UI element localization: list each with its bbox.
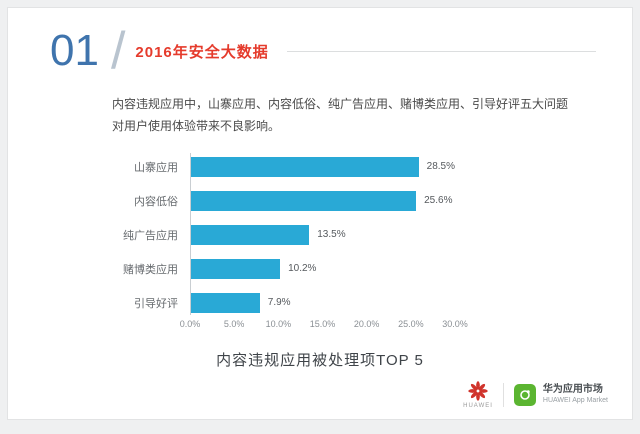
x-tick-label: 10.0%: [265, 318, 292, 329]
category-label: 内容低俗: [134, 195, 178, 208]
huawei-wordmark: HUAWEI: [463, 403, 493, 409]
section-number: 01: [50, 26, 99, 76]
header-rule: [286, 50, 596, 52]
header: 01 / 2016年安全大数据: [8, 8, 632, 80]
value-label: 10.2%: [288, 263, 317, 275]
x-axis: 0.0% 5.0% 10.0% 15.0% 20.0% 25.0% 30.0%: [180, 313, 468, 331]
description: 内容违规应用中，山寨应用、内容低俗、纯广告应用、赌博类应用、引导好评五大问题 对…: [112, 93, 602, 137]
bar-chart: 山寨应用 28.5% 内容低俗 25.6% 纯广告应用 13.5% 赌博类应用 10.2% 引导…: [98, 152, 632, 331]
description-line-1: 内容违规应用中，山寨应用、内容低俗、纯广告应用、赌博类应用、引导好评五大问题: [112, 96, 569, 111]
value-label: 13.5%: [317, 229, 346, 241]
slide-card: 01 / 2016年安全大数据 内容违规应用中，山寨应用、内容低俗、纯广告应用、…: [7, 7, 633, 420]
category-label: 山寨应用: [134, 161, 178, 174]
bar-track: 13.5%: [190, 224, 455, 245]
y-axis-line: [190, 152, 191, 315]
footer-brand: HUAWEI 华为应用市场 HUAWEI App Market: [463, 380, 608, 409]
huawei-flower-icon: [468, 381, 488, 401]
page-title: 2016年安全大数据: [135, 43, 269, 61]
description-line-2: 对用户使用体验带来不良影响。: [112, 118, 281, 133]
x-tick-label: 25.0%: [398, 318, 424, 329]
brand-text: 华为应用市场 HUAWEI App Market: [543, 384, 608, 406]
bar: [190, 224, 310, 245]
value-label: 7.9%: [267, 297, 291, 309]
x-tick-label: 30.0%: [442, 318, 468, 329]
app-market-glyph-icon: [520, 389, 530, 400]
value-label: 28.5%: [426, 161, 455, 173]
brand-name: 华为应用市场: [542, 383, 603, 395]
app-market-icon: [513, 383, 536, 406]
value-label: 25.6%: [424, 195, 453, 207]
huawei-logo-block: HUAWEI: [463, 380, 493, 409]
bar-track: 28.5%: [190, 156, 455, 177]
brand-subtitle: HUAWEI App Market: [542, 396, 608, 404]
footer-divider: [502, 382, 504, 407]
x-tick-label: 5.0%: [223, 318, 245, 329]
x-tick-label: 15.0%: [309, 318, 336, 329]
bar: [190, 258, 281, 279]
chart-row: 山寨应用 28.5%: [98, 156, 632, 177]
chart-row: 引导好评 7.9%: [98, 292, 632, 313]
category-label: 纯广告应用: [123, 229, 178, 242]
bar-track: 10.2%: [190, 258, 455, 279]
category-label: 引导好评: [134, 297, 178, 310]
bar-track: 25.6%: [190, 190, 455, 211]
bar-chart-rows: 山寨应用 28.5% 内容低俗 25.6% 纯广告应用 13.5% 赌博类应用 10.2% 引导…: [98, 152, 632, 315]
x-tick-label: 20.0%: [353, 318, 380, 329]
chart-row: 纯广告应用 13.5%: [98, 224, 632, 245]
x-tick-label: 0.0%: [179, 318, 201, 329]
slash-decoration: /: [110, 22, 126, 80]
chart-caption: 内容违规应用被处理项TOP 5: [216, 351, 424, 369]
category-label: 赌博类应用: [123, 263, 178, 276]
bar-track: 7.9%: [190, 292, 455, 313]
bar: [190, 156, 419, 177]
chart-row: 内容低俗 25.6%: [98, 190, 632, 211]
bar: [190, 292, 260, 313]
bar: [190, 190, 417, 211]
chart-row: 赌博类应用 10.2%: [98, 258, 632, 279]
